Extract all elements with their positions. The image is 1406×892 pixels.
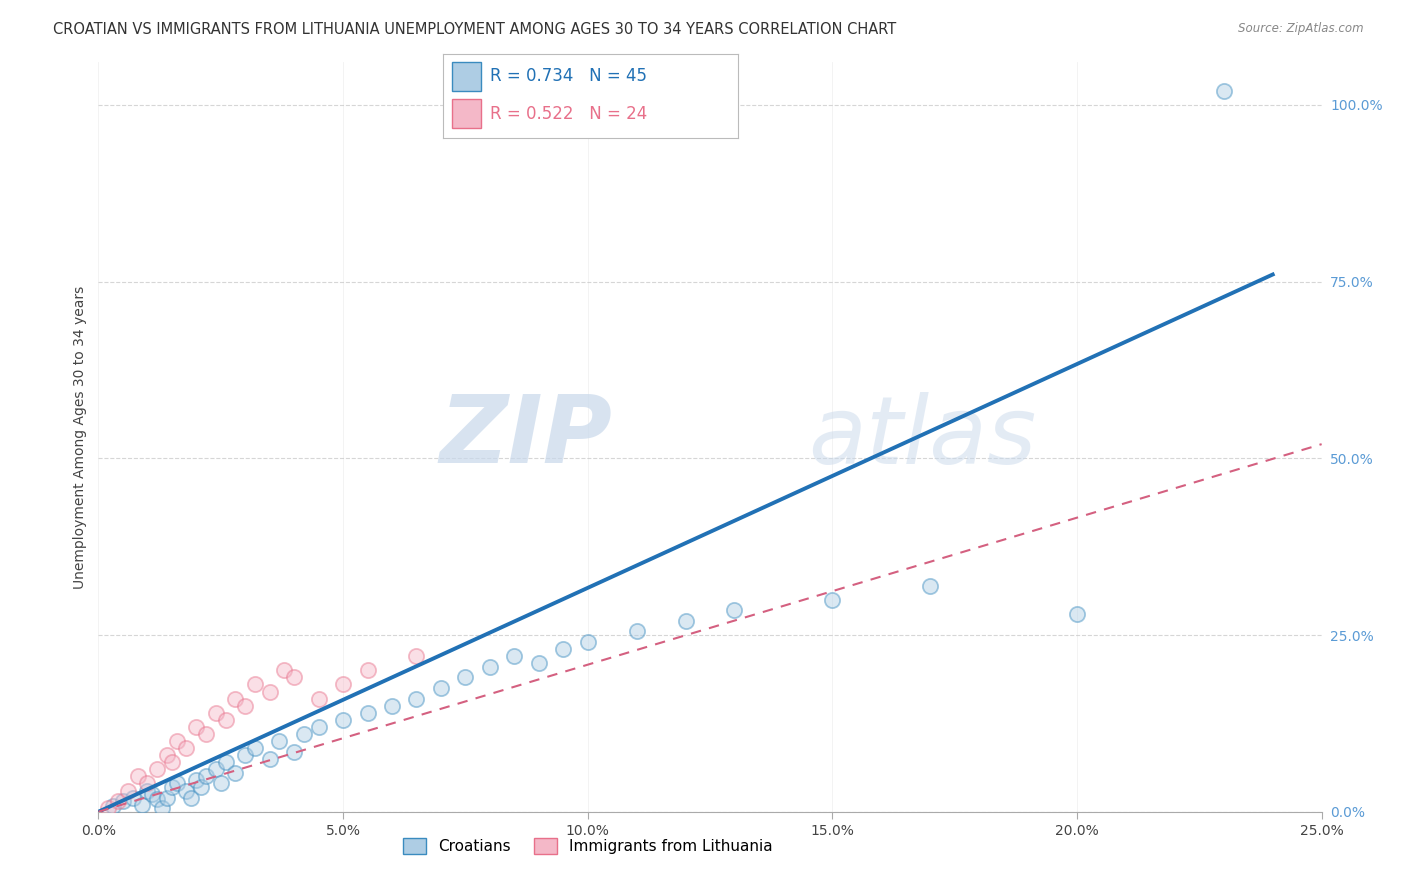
- Point: [723, 603, 745, 617]
- Point: [97, 801, 120, 815]
- Point: [224, 691, 246, 706]
- Point: [146, 792, 169, 806]
- Point: [356, 706, 378, 720]
- Point: [292, 727, 315, 741]
- Point: [160, 756, 183, 770]
- Point: [405, 649, 427, 664]
- Point: [243, 741, 266, 756]
- Text: ZIP: ZIP: [439, 391, 612, 483]
- Text: R = 0.522   N = 24: R = 0.522 N = 24: [491, 104, 647, 123]
- Point: [273, 664, 295, 678]
- Point: [332, 713, 354, 727]
- Point: [430, 681, 453, 695]
- Point: [1066, 607, 1088, 621]
- Y-axis label: Unemployment Among Ages 30 to 34 years: Unemployment Among Ages 30 to 34 years: [73, 285, 87, 589]
- Point: [121, 790, 143, 805]
- Point: [180, 790, 202, 805]
- Point: [259, 684, 281, 698]
- Point: [233, 698, 256, 713]
- Point: [283, 745, 305, 759]
- FancyBboxPatch shape: [451, 99, 481, 128]
- Point: [821, 592, 844, 607]
- Point: [131, 797, 153, 812]
- FancyBboxPatch shape: [451, 62, 481, 91]
- Point: [156, 748, 179, 763]
- Text: Source: ZipAtlas.com: Source: ZipAtlas.com: [1239, 22, 1364, 36]
- Point: [195, 727, 218, 741]
- Point: [186, 772, 208, 787]
- Point: [553, 642, 575, 657]
- Point: [205, 706, 228, 720]
- Text: CROATIAN VS IMMIGRANTS FROM LITHUANIA UNEMPLOYMENT AMONG AGES 30 TO 34 YEARS COR: CROATIAN VS IMMIGRANTS FROM LITHUANIA UN…: [53, 22, 897, 37]
- Point: [381, 698, 404, 713]
- Point: [166, 776, 188, 790]
- Point: [214, 756, 236, 770]
- Point: [160, 780, 183, 794]
- Point: [527, 657, 550, 671]
- Point: [146, 762, 169, 776]
- Point: [176, 741, 198, 756]
- Text: atlas: atlas: [808, 392, 1036, 483]
- Point: [308, 691, 330, 706]
- Point: [269, 734, 291, 748]
- Point: [356, 664, 378, 678]
- Point: [150, 801, 173, 815]
- Point: [224, 765, 246, 780]
- Text: R = 0.734   N = 45: R = 0.734 N = 45: [491, 68, 647, 86]
- Point: [503, 649, 526, 664]
- Point: [117, 783, 139, 797]
- Point: [454, 670, 477, 684]
- Point: [405, 691, 427, 706]
- Point: [675, 614, 697, 628]
- Point: [233, 748, 256, 763]
- Point: [186, 720, 208, 734]
- Point: [136, 783, 159, 797]
- Point: [166, 734, 188, 748]
- Point: [308, 720, 330, 734]
- Point: [243, 677, 266, 691]
- Point: [209, 776, 232, 790]
- Point: [332, 677, 354, 691]
- Point: [205, 762, 228, 776]
- Point: [190, 780, 212, 794]
- Legend: Croatians, Immigrants from Lithuania: Croatians, Immigrants from Lithuania: [396, 832, 779, 860]
- Point: [214, 713, 236, 727]
- Point: [478, 660, 501, 674]
- Point: [141, 787, 163, 801]
- Point: [101, 799, 124, 814]
- Point: [111, 794, 134, 808]
- Point: [127, 769, 149, 783]
- Point: [626, 624, 648, 639]
- Point: [176, 783, 198, 797]
- Point: [107, 794, 129, 808]
- Point: [195, 769, 218, 783]
- Point: [259, 752, 281, 766]
- Point: [156, 790, 179, 805]
- Point: [920, 578, 942, 592]
- Point: [576, 635, 599, 649]
- Point: [136, 776, 159, 790]
- Point: [283, 670, 305, 684]
- Point: [1212, 84, 1234, 98]
